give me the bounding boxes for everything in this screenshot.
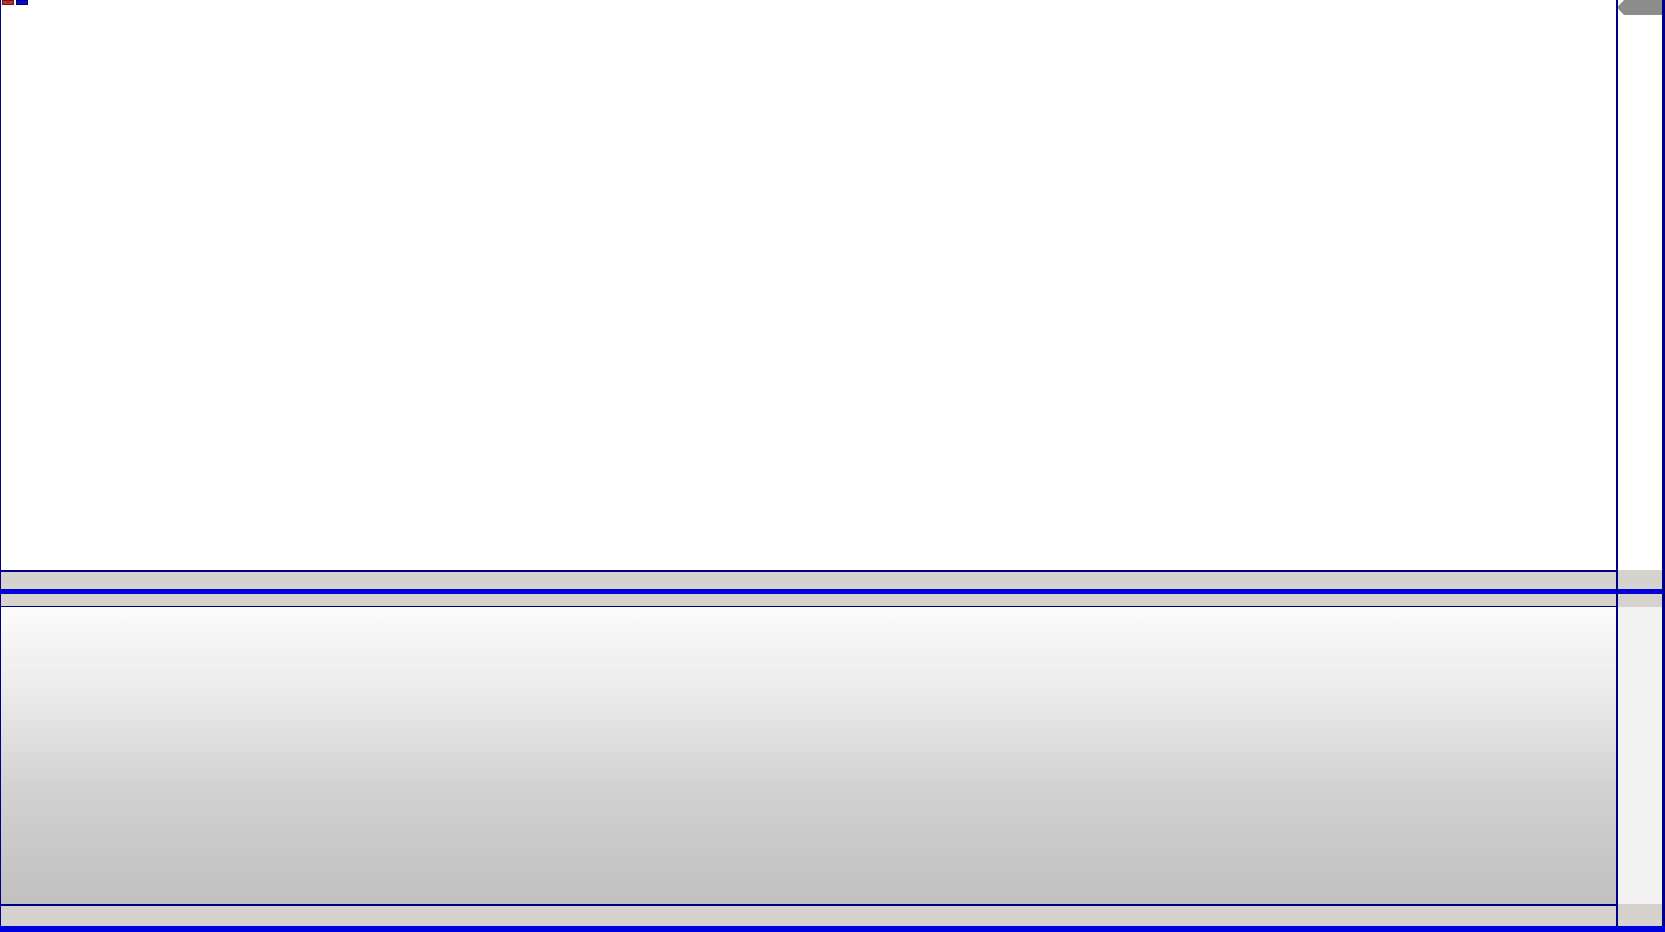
indicator-axis[interactable] xyxy=(1618,607,1665,904)
indicator-panel[interactable] xyxy=(0,607,1616,904)
bottom-panel-top-frame xyxy=(0,606,1616,607)
tab-ema200[interactable] xyxy=(2,0,14,5)
tab-ema400[interactable] xyxy=(16,0,28,5)
price-axis[interactable] xyxy=(1618,0,1665,570)
window-right-edge xyxy=(1662,0,1665,926)
indicator-tabs xyxy=(2,0,28,5)
time-axis-bottom[interactable] xyxy=(0,906,1665,923)
plot-left-frame xyxy=(0,0,1,926)
price-chart-canvas xyxy=(0,0,1616,570)
bottom-panel-bottom-frame xyxy=(0,904,1616,906)
panel-splitter[interactable] xyxy=(0,589,1665,594)
last-price-badge xyxy=(1617,0,1665,15)
price-chart-panel[interactable] xyxy=(0,0,1616,570)
time-axis-top[interactable] xyxy=(0,572,1665,589)
window-bottom-edge xyxy=(0,926,1665,932)
plot-right-frame xyxy=(1616,0,1618,926)
indicator-canvas xyxy=(0,607,1616,904)
top-panel-bottom-frame xyxy=(0,570,1616,572)
